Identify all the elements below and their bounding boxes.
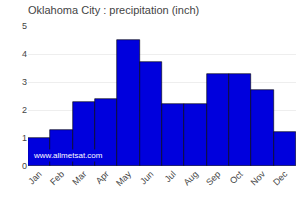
svg-text:Jul: Jul: [163, 169, 178, 184]
svg-text:0: 0: [22, 161, 27, 171]
svg-text:2: 2: [22, 105, 27, 115]
svg-text:Jan: Jan: [26, 169, 43, 186]
svg-text:Oct: Oct: [228, 169, 245, 186]
svg-text:www.allmetsat.com: www.allmetsat.com: [33, 151, 103, 160]
svg-text:Aug: Aug: [182, 169, 200, 187]
svg-text:4: 4: [22, 49, 27, 59]
svg-text:Mar: Mar: [70, 169, 88, 187]
svg-text:Nov: Nov: [249, 169, 268, 188]
svg-text:Sep: Sep: [204, 169, 222, 187]
svg-text:Feb: Feb: [48, 169, 66, 187]
svg-text:May: May: [114, 169, 133, 188]
svg-text:Oklahoma City : precipitation: Oklahoma City : precipitation (inch): [28, 4, 199, 16]
svg-text:Apr: Apr: [94, 169, 111, 186]
svg-text:Jun: Jun: [138, 169, 155, 186]
svg-text:1: 1: [22, 133, 27, 143]
svg-text:3: 3: [22, 77, 27, 87]
svg-text:5: 5: [22, 21, 27, 31]
svg-text:Dec: Dec: [271, 169, 290, 188]
